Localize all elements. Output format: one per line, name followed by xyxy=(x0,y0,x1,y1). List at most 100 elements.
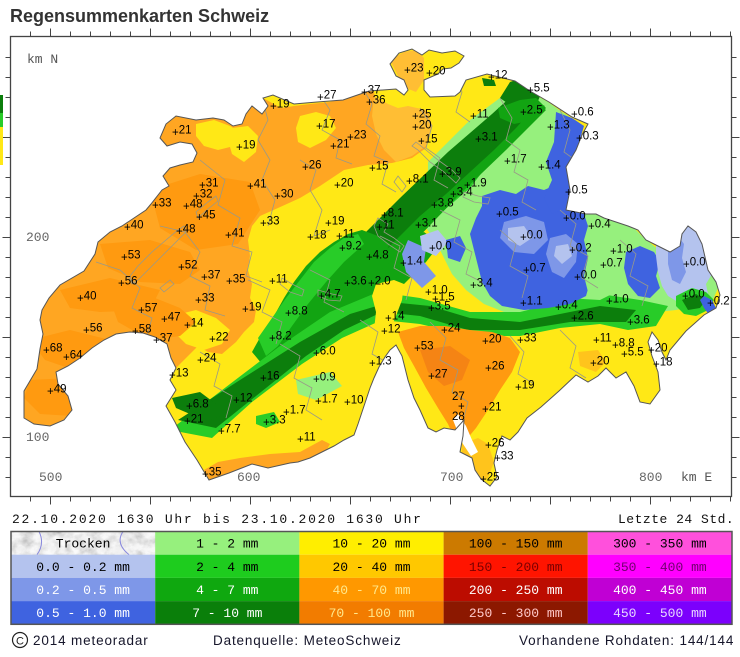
svg-text:20 - 40 mm: 20 - 40 mm xyxy=(332,560,410,575)
svg-text:+36: +36 xyxy=(366,95,386,110)
svg-text:+20: +20 xyxy=(426,66,446,81)
svg-text:22.10.2020 1630 Uhr bis 23.1: 22.10.2020 1630 Uhr bis 23.10.2020 1630 … xyxy=(12,512,423,527)
svg-text:+11: +11 xyxy=(376,220,395,235)
svg-text:+: + xyxy=(458,401,465,413)
svg-text:Regensummenkarten Schweiz: Regensummenkarten Schweiz xyxy=(10,6,269,26)
svg-text:+19: +19 xyxy=(325,216,345,231)
svg-text:+14: +14 xyxy=(184,318,204,333)
svg-text:+24: +24 xyxy=(197,353,217,368)
svg-text:+20: +20 xyxy=(482,334,502,349)
svg-text:+2.6: +2.6 xyxy=(571,311,594,326)
svg-text:+14: +14 xyxy=(385,311,405,326)
svg-text:+7.7: +7.7 xyxy=(218,424,241,439)
svg-text:200 - 250 mm: 200 - 250 mm xyxy=(469,583,563,598)
svg-text:800: 800 xyxy=(639,470,662,485)
svg-text:+1.4: +1.4 xyxy=(400,256,423,271)
svg-text:400 - 450 mm: 400 - 450 mm xyxy=(613,583,707,598)
svg-text:+0.7: +0.7 xyxy=(600,258,623,273)
svg-text:+27: +27 xyxy=(317,90,337,105)
svg-text:+20: +20 xyxy=(412,120,432,135)
svg-text:+1.0: +1.0 xyxy=(610,244,633,259)
svg-text:40 - 70 mm: 40 - 70 mm xyxy=(332,583,410,598)
svg-text:+27: +27 xyxy=(428,369,448,384)
svg-text:+0.2: +0.2 xyxy=(707,296,730,311)
svg-text:+56: +56 xyxy=(118,276,138,291)
svg-text:100: 100 xyxy=(26,430,49,445)
svg-text:Letzte 24 Std.: Letzte 24 Std. xyxy=(618,512,734,527)
svg-text:+49: +49 xyxy=(47,384,67,399)
svg-text:+33: +33 xyxy=(152,198,172,213)
svg-text:+1.7: +1.7 xyxy=(504,154,527,169)
svg-text:+12: +12 xyxy=(381,324,401,339)
svg-text:+1.3: +1.3 xyxy=(547,120,570,135)
svg-text:+1.1: +1.1 xyxy=(520,296,543,311)
svg-text:+58: +58 xyxy=(132,324,152,339)
svg-text:+0.5: +0.5 xyxy=(496,207,519,222)
svg-text:+56: +56 xyxy=(83,323,103,338)
svg-text:+8.8: +8.8 xyxy=(612,338,635,353)
svg-text:200: 200 xyxy=(26,230,49,245)
svg-text:+35: +35 xyxy=(202,467,222,482)
svg-text:+15: +15 xyxy=(418,134,438,149)
svg-text:+11: +11 xyxy=(269,274,288,289)
svg-text:+11: +11 xyxy=(297,432,316,447)
svg-text:+3.3: +3.3 xyxy=(263,415,286,430)
svg-text:+3.9: +3.9 xyxy=(439,167,462,182)
svg-text:+21: +21 xyxy=(482,402,502,417)
svg-text:+6.8: +6.8 xyxy=(186,399,209,414)
svg-text:km E: km E xyxy=(681,470,712,485)
svg-text:+52: +52 xyxy=(178,260,198,275)
svg-text:+2.0: +2.0 xyxy=(368,276,391,291)
svg-text:300 - 350 mm: 300 - 350 mm xyxy=(613,537,707,552)
svg-text:450 - 500 mm: 450 - 500 mm xyxy=(613,606,707,621)
svg-text:+9.2: +9.2 xyxy=(339,241,362,256)
svg-text:+11: +11 xyxy=(593,333,612,348)
svg-text:+5.5: +5.5 xyxy=(621,347,644,362)
svg-text:+22: +22 xyxy=(209,332,229,347)
svg-text:1 - 2 mm: 1 - 2 mm xyxy=(196,537,259,552)
svg-text:+0.0: +0.0 xyxy=(574,270,597,285)
svg-text:+33: +33 xyxy=(260,216,280,231)
svg-text:+21: +21 xyxy=(184,414,204,429)
svg-text:700: 700 xyxy=(440,470,463,485)
svg-text:+0.6: +0.6 xyxy=(571,107,594,122)
svg-text:10 - 20 mm: 10 - 20 mm xyxy=(332,537,410,552)
svg-text:+0.7: +0.7 xyxy=(523,263,546,278)
svg-text:+26: +26 xyxy=(302,160,322,175)
svg-text:+37: +37 xyxy=(361,85,381,100)
svg-text:+31: +31 xyxy=(199,178,219,193)
svg-text:+48: +48 xyxy=(176,224,196,239)
svg-text:+0.2: +0.2 xyxy=(569,243,592,258)
svg-text:+13: +13 xyxy=(169,368,189,383)
svg-text:+19: +19 xyxy=(270,99,290,114)
svg-text:+0.0: +0.0 xyxy=(563,211,586,226)
svg-text:Trocken: Trocken xyxy=(56,537,111,552)
svg-text:350 - 400 mm: 350 - 400 mm xyxy=(613,560,707,575)
svg-text:+48: +48 xyxy=(183,199,203,214)
svg-text:+40: +40 xyxy=(77,291,97,306)
svg-text:+4.8: +4.8 xyxy=(366,250,389,265)
svg-text:+0.0: +0.0 xyxy=(520,230,543,245)
svg-text:+35: +35 xyxy=(226,274,246,289)
svg-text:+41: +41 xyxy=(225,228,245,243)
svg-text:+26: +26 xyxy=(485,361,505,376)
svg-text:+25: +25 xyxy=(412,109,432,124)
svg-text:150 - 200 mm: 150 - 200 mm xyxy=(469,560,563,575)
svg-text:+20: +20 xyxy=(334,178,354,193)
svg-text:+20: +20 xyxy=(590,356,610,371)
svg-text:+6.0: +6.0 xyxy=(313,346,336,361)
svg-text:+57: +57 xyxy=(138,303,158,318)
svg-text:+68: +68 xyxy=(43,343,63,358)
svg-text:0.5 - 1.0 mm: 0.5 - 1.0 mm xyxy=(36,606,130,621)
svg-text:+0.0: +0.0 xyxy=(429,241,452,256)
svg-text:+8.8: +8.8 xyxy=(285,306,308,321)
svg-text:+37: +37 xyxy=(153,333,173,348)
svg-text:100 - 150 mm: 100 - 150 mm xyxy=(469,537,563,552)
svg-text:+4.7: +4.7 xyxy=(318,289,341,304)
svg-text:+1.4: +1.4 xyxy=(538,160,561,175)
svg-text:+1.7: +1.7 xyxy=(315,394,338,409)
svg-text:+40: +40 xyxy=(124,220,144,235)
svg-text:70 - 100 mm: 70 - 100 mm xyxy=(329,606,415,621)
svg-text:+0.0: +0.0 xyxy=(682,289,705,304)
svg-text:250 - 300 mm: 250 - 300 mm xyxy=(469,606,563,621)
